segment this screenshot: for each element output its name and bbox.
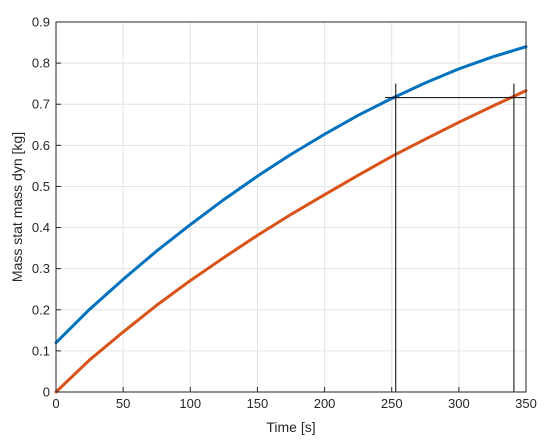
x-gridlines (55, 22, 527, 392)
y-tick-label: 0.2 (32, 302, 50, 317)
x-tick-label: 300 (448, 396, 470, 411)
y-tick-label: 0.3 (32, 261, 50, 276)
x-tick-label: 200 (314, 396, 336, 411)
x-tick-label: 0 (52, 396, 59, 411)
x-axis-label: Time [s] (266, 419, 315, 435)
y-axis-label: Mass stat mass dyn [kg] (9, 132, 25, 282)
y-tick-label: 0.6 (32, 138, 50, 153)
plot-frame (55, 21, 527, 393)
y-tick-label: 0.7 (32, 97, 50, 112)
y-tick-label: 0.8 (32, 56, 50, 71)
series-line-1 (54, 45, 528, 345)
y-tick-label: 0 (43, 385, 50, 400)
x-tick-label: 100 (179, 396, 201, 411)
x-tick-label: 250 (381, 396, 403, 411)
x-tick-label: 50 (116, 396, 130, 411)
reference-lines (385, 83, 526, 392)
y-axis-ticks: 0 0.1 0.2 0.3 0.4 0.5 0.6 0.7 0.8 0.9 (32, 15, 61, 400)
y-tick-label: 0.4 (32, 220, 50, 235)
series-lines (54, 45, 528, 394)
y-tick-label: 0.9 (32, 15, 50, 30)
plot-background (56, 22, 526, 392)
y-tick-label: 0.5 (32, 179, 50, 194)
x-axis-ticks: 0 50 100 150 200 250 300 350 (52, 387, 537, 411)
y-tick-label: 0.1 (32, 343, 50, 358)
x-tick-label: 150 (247, 396, 269, 411)
x-tick-label: 350 (515, 396, 537, 411)
series-line-2 (54, 89, 528, 394)
